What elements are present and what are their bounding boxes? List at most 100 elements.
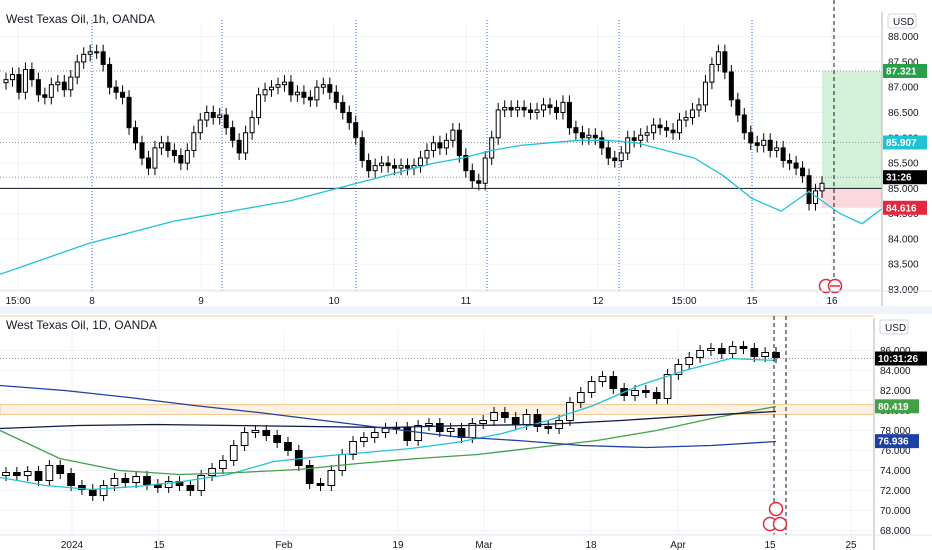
time-tick-label: 15 bbox=[746, 296, 758, 307]
stop-loss-zone[interactable] bbox=[822, 188, 882, 208]
candle bbox=[489, 137, 495, 159]
currency-button[interactable] bbox=[879, 319, 909, 335]
price-badge-label: 84.616 bbox=[886, 203, 917, 214]
candle bbox=[184, 149, 190, 164]
price-tick-label: 74.000 bbox=[880, 466, 911, 477]
candle bbox=[405, 165, 411, 169]
candle bbox=[204, 111, 210, 121]
price-axis[interactable] bbox=[882, 12, 932, 309]
price-tick-label: 87.000 bbox=[888, 83, 919, 94]
candle bbox=[495, 109, 501, 139]
candle bbox=[217, 114, 223, 119]
time-tick-label: 16 bbox=[826, 296, 838, 307]
price-tick-label: 84.000 bbox=[880, 366, 911, 377]
take-profit-zone[interactable] bbox=[822, 70, 882, 189]
candle bbox=[787, 160, 793, 164]
candle bbox=[793, 162, 799, 169]
candle bbox=[685, 357, 694, 365]
candle bbox=[305, 465, 314, 484]
candle bbox=[605, 147, 611, 159]
candle bbox=[178, 154, 184, 164]
candle bbox=[240, 432, 249, 446]
candle bbox=[68, 76, 74, 91]
candle bbox=[592, 134, 598, 139]
candle bbox=[99, 485, 108, 496]
candle bbox=[229, 445, 238, 461]
candle bbox=[534, 109, 540, 113]
price-tick-label: 84.000 bbox=[888, 234, 919, 245]
candle bbox=[638, 134, 644, 141]
candle bbox=[741, 114, 747, 134]
candle bbox=[689, 109, 695, 119]
price-tick-label: 83.000 bbox=[888, 285, 919, 296]
daily-chart-panel[interactable]: 86.00084.00082.00080.00078.00076.00074.0… bbox=[0, 315, 932, 550]
candle bbox=[338, 454, 347, 471]
currency-button[interactable] bbox=[887, 13, 917, 29]
candle bbox=[508, 106, 514, 111]
candle bbox=[696, 350, 704, 358]
candle bbox=[230, 127, 236, 141]
candle bbox=[288, 81, 294, 96]
candle bbox=[12, 472, 21, 476]
price-tick-label: 82.000 bbox=[880, 386, 911, 397]
candle bbox=[61, 81, 67, 91]
candle bbox=[683, 117, 689, 121]
candle bbox=[171, 149, 177, 156]
candle bbox=[262, 430, 271, 436]
candle bbox=[379, 162, 385, 167]
us-flag-icon[interactable] bbox=[772, 516, 788, 532]
time-tick-label: Mar bbox=[475, 540, 493, 550]
candle bbox=[566, 402, 574, 421]
candle bbox=[327, 84, 333, 93]
candle bbox=[133, 127, 139, 144]
time-tick-label: 8 bbox=[89, 296, 95, 307]
candle bbox=[273, 435, 281, 443]
candle bbox=[301, 91, 307, 98]
candle bbox=[566, 101, 572, 129]
candle bbox=[547, 104, 553, 108]
candle bbox=[359, 137, 365, 162]
time-tick-label: 25 bbox=[845, 540, 857, 550]
price-tick-label: 88.000 bbox=[888, 32, 919, 43]
candle bbox=[197, 475, 206, 491]
chart-title: West Texas Oil, 1D, OANDA bbox=[6, 318, 157, 332]
candle bbox=[456, 129, 462, 156]
candle bbox=[22, 69, 28, 93]
candle bbox=[761, 139, 767, 146]
candle bbox=[100, 51, 106, 65]
candle bbox=[307, 96, 313, 101]
price-tick-label: 87.500 bbox=[888, 57, 919, 68]
candle bbox=[425, 423, 433, 426]
candle bbox=[158, 142, 164, 149]
candle bbox=[735, 99, 741, 116]
candle bbox=[243, 132, 249, 154]
candle bbox=[715, 51, 721, 65]
candle bbox=[349, 441, 357, 455]
candle bbox=[599, 137, 605, 149]
candle bbox=[191, 132, 197, 151]
hourly-chart-panel[interactable]: 88.00087.50087.00086.50086.00085.50085.0… bbox=[0, 0, 932, 311]
candle bbox=[717, 348, 726, 354]
candle bbox=[463, 154, 469, 172]
candle bbox=[121, 478, 130, 483]
candle bbox=[269, 86, 275, 91]
candle bbox=[579, 132, 585, 139]
forecast-line bbox=[807, 190, 883, 225]
time-tick-label: 15 bbox=[153, 540, 165, 550]
candle bbox=[430, 142, 436, 151]
price-badge bbox=[875, 399, 919, 414]
candle bbox=[761, 352, 770, 357]
candle bbox=[346, 111, 352, 124]
currency-label: USD bbox=[885, 323, 906, 334]
candle bbox=[553, 106, 559, 113]
candle bbox=[126, 96, 132, 129]
price-badge-label: 87.321 bbox=[886, 66, 917, 77]
price-badge-label: 31:26 bbox=[886, 173, 912, 184]
candle bbox=[641, 390, 650, 393]
candle bbox=[113, 86, 119, 93]
economic-event-icon[interactable] bbox=[768, 501, 784, 517]
panel-separator[interactable] bbox=[0, 306, 932, 314]
candle bbox=[780, 147, 786, 162]
candle bbox=[515, 106, 521, 111]
